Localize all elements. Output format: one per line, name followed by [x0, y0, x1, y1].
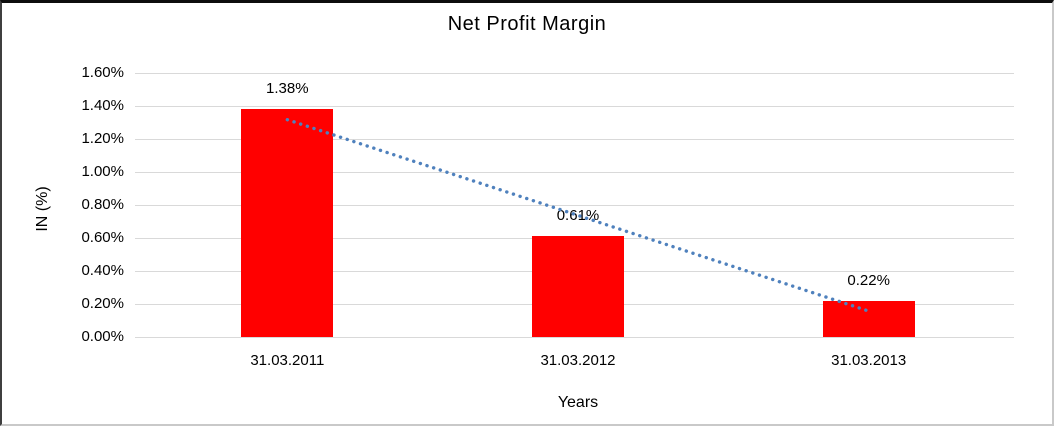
chart-title: Net Profit Margin — [447, 13, 607, 35]
x-tick-label: 31.03.2013 — [831, 352, 907, 369]
gridline — [135, 337, 1014, 338]
bar-value-label: 1.38% — [266, 80, 309, 98]
y-tick-label: 0.60% — [81, 229, 124, 246]
bar-value-label: 0.61% — [556, 207, 600, 225]
y-tick-label: 1.20% — [81, 130, 124, 147]
y-tick-label: 1.60% — [81, 64, 124, 81]
bar-31.03.2013 — [822, 300, 915, 337]
y-tick-label: 0.00% — [81, 328, 124, 345]
bar-31.03.2011 — [241, 109, 334, 337]
gridline — [135, 106, 1014, 107]
gridline — [135, 73, 1014, 74]
y-tick-label: 1.00% — [81, 163, 124, 180]
bar-value-label: 0.22% — [847, 271, 890, 289]
y-tick-label: 0.40% — [81, 262, 124, 279]
x-axis-title: Years — [557, 394, 599, 411]
y-tick-label: 0.20% — [81, 295, 124, 312]
x-tick-label: 31.03.2012 — [540, 352, 616, 369]
y-tick-label: 0.80% — [81, 196, 124, 213]
y-tick-label: 1.40% — [81, 97, 124, 114]
x-tick-label: 31.03.2011 — [250, 352, 325, 369]
bar-31.03.2012 — [532, 236, 624, 337]
